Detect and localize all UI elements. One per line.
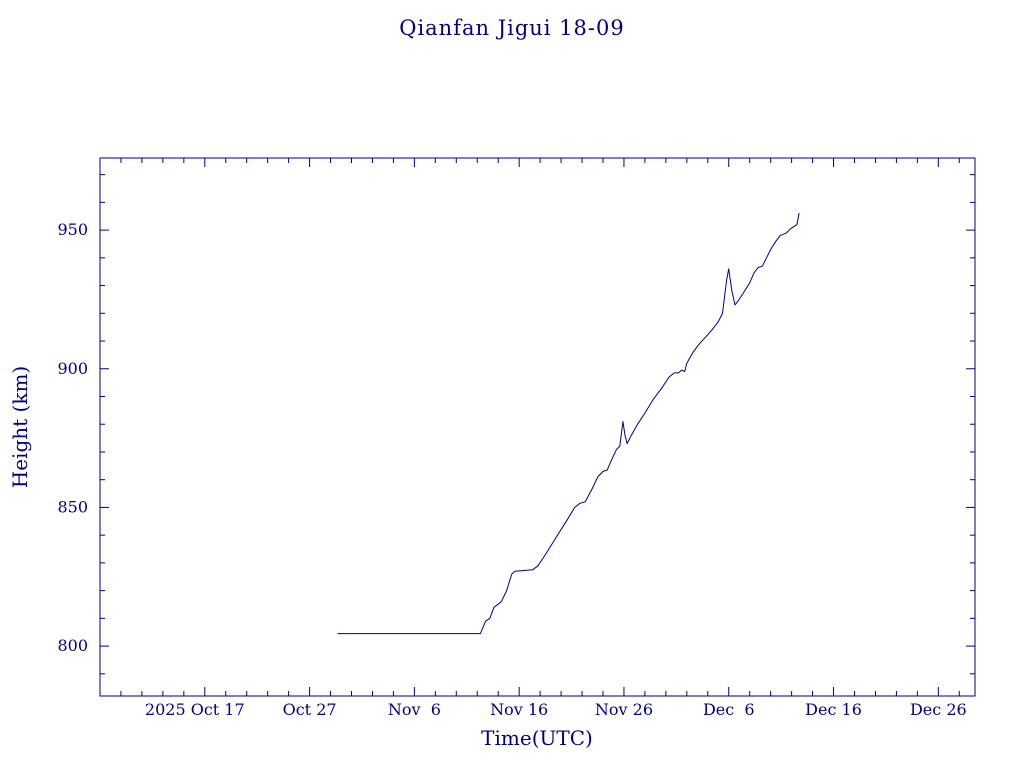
svg-text:Dec 16: Dec 16 [805, 700, 862, 719]
svg-text:800: 800 [57, 636, 88, 655]
svg-text:2025 Oct 17: 2025 Oct 17 [145, 700, 245, 719]
chart-title: Qianfan Jigui 18-09 [399, 16, 625, 40]
svg-text:950: 950 [57, 220, 88, 239]
y-axis-label: Height (km) [8, 365, 32, 489]
svg-text:900: 900 [57, 359, 88, 378]
svg-text:Dec 26: Dec 26 [910, 700, 967, 719]
svg-text:Nov 16: Nov 16 [490, 700, 548, 719]
x-axis-label: Time(UTC) [481, 726, 593, 750]
svg-text:Dec 6: Dec 6 [703, 700, 755, 719]
svg-text:Nov 26: Nov 26 [595, 700, 653, 719]
svg-text:850: 850 [57, 497, 88, 516]
svg-text:Oct 27: Oct 27 [283, 700, 337, 719]
svg-text:Nov 6: Nov 6 [388, 700, 441, 719]
